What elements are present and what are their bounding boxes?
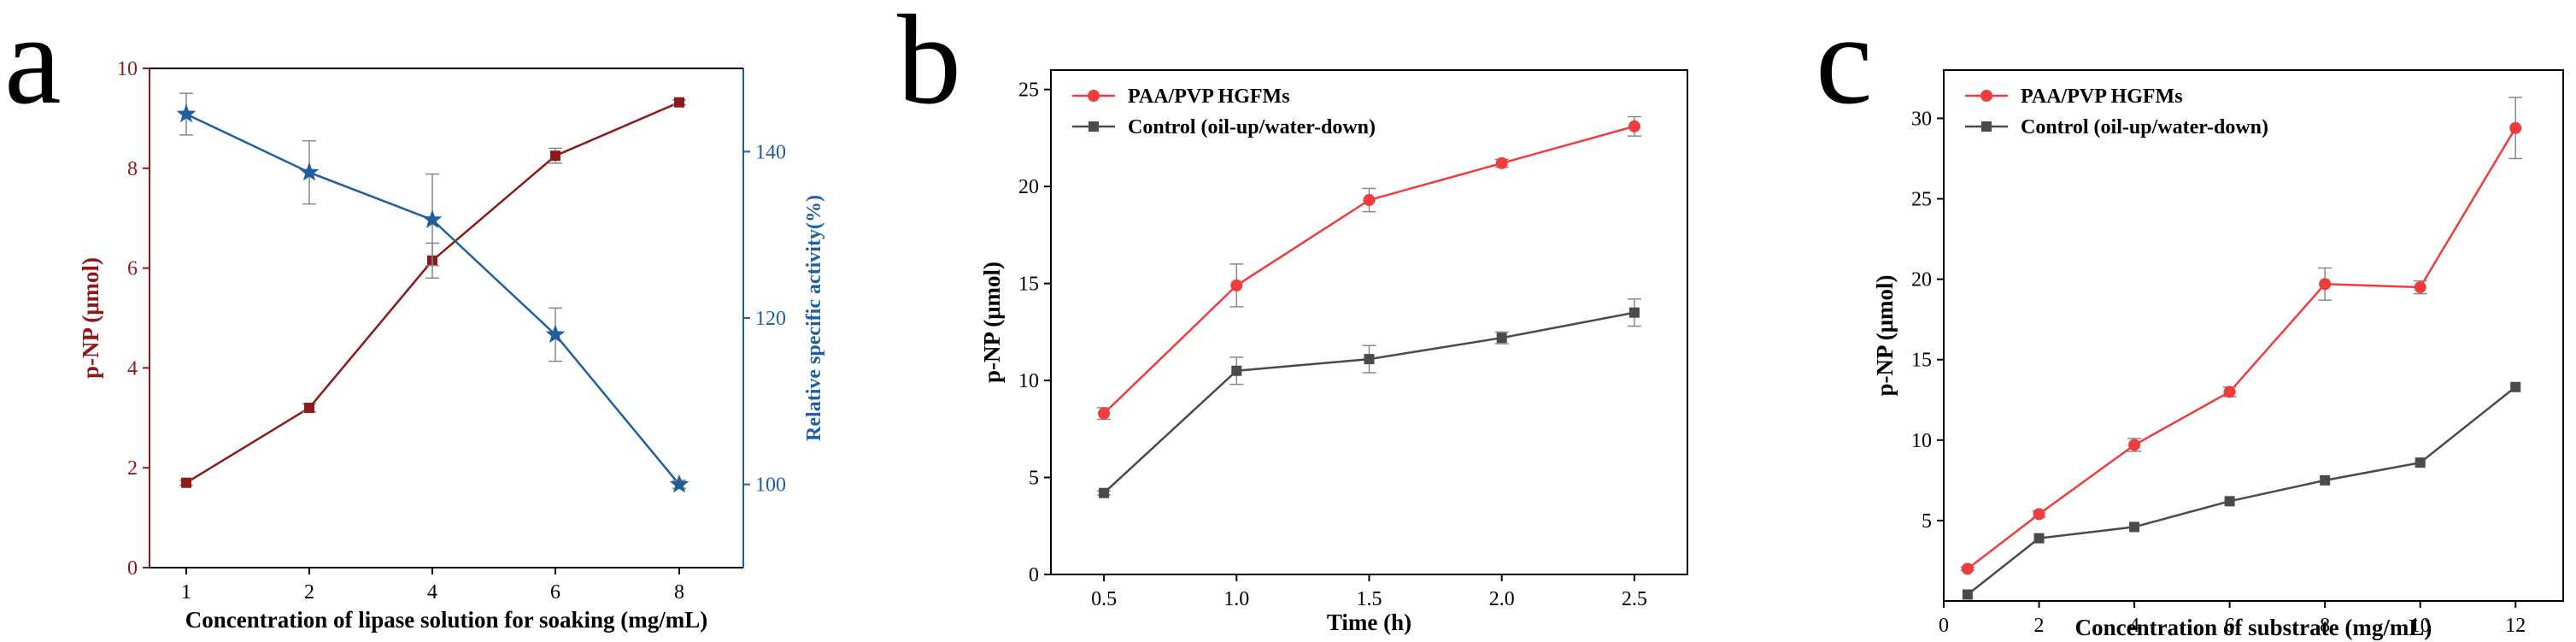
legend-marker <box>1981 121 1992 132</box>
data-point-1 <box>1628 307 1640 318</box>
y-tick-label: 5 <box>1922 510 1932 533</box>
x-tick-label: 8 <box>674 581 684 604</box>
y-axis-label: p-NP (μmol) <box>1872 274 1898 396</box>
y2-tick-label: 140 <box>755 141 786 163</box>
data-point-1 <box>1231 365 1242 376</box>
panel-letter-b: b <box>897 0 961 131</box>
chart-panel-a: 0 2 4 6 8 10 100 120 140 1 2 4 6 8 Concentration of li… <box>78 58 825 633</box>
y-axis-label: p-NP (μmol) <box>979 262 1005 383</box>
x-tick-label: 2.0 <box>1489 588 1515 610</box>
data-point-1 <box>545 324 566 344</box>
data-point-1 <box>2224 496 2235 507</box>
chart-panel-c: 5 10 15 20 25 30 0 2 4 6 8 10 12 Concentration of sub… <box>1872 69 2564 640</box>
legend-label: Control (oil-up/water-down) <box>1128 116 1376 138</box>
data-point-0 <box>304 403 314 414</box>
x-tick-label: 2 <box>304 581 314 604</box>
x-axis-label: Concentration of lipase solution for soa… <box>185 607 708 633</box>
data-point-1 <box>1364 354 1375 365</box>
x-tick-label: 4 <box>427 581 437 604</box>
panel-letter-c: c <box>1816 0 1873 131</box>
y-tick-label: 10 <box>117 58 138 80</box>
data-point-0 <box>2414 281 2426 294</box>
x-tick-label: 10 <box>2410 615 2431 637</box>
data-point-0 <box>2319 278 2332 291</box>
data-point-0 <box>2033 508 2045 521</box>
legend-marker <box>1088 90 1100 102</box>
legend-label: PAA/PVP HGFMs <box>2021 85 2183 108</box>
data-point-1 <box>299 162 320 181</box>
data-point-1 <box>1496 333 1507 344</box>
data-point-1 <box>2415 457 2426 468</box>
data-point-1 <box>422 209 443 228</box>
data-point-0 <box>1628 120 1640 133</box>
data-point-0 <box>1961 562 1974 575</box>
x-tick-label: 4 <box>2129 615 2139 637</box>
y-tick-label: 30 <box>1911 108 1932 130</box>
y2-tick-label: 120 <box>755 308 786 330</box>
y-tick-label: 0 <box>1029 564 1039 586</box>
legend-label: PAA/PVP HGFMs <box>1128 85 1290 108</box>
x-axis-label: Concentration of substrate (mg/mL) <box>2075 615 2432 640</box>
data-point-0 <box>2223 386 2236 398</box>
data-point-0 <box>1098 407 1111 420</box>
data-point-1 <box>1099 487 1110 498</box>
x-tick-label: 0 <box>1939 615 1949 637</box>
panel-letter-a: a <box>4 0 62 131</box>
y-tick-label: 0 <box>127 557 138 580</box>
y-tick-label: 20 <box>1018 176 1039 198</box>
y-tick-label: 5 <box>1029 468 1039 490</box>
data-point-1 <box>669 474 689 493</box>
plot-frame <box>1943 69 2564 602</box>
x-tick-label: 1 <box>181 581 191 604</box>
data-point-1 <box>2033 533 2045 544</box>
data-point-0 <box>550 150 560 162</box>
x-tick-label: 6 <box>550 581 560 604</box>
x-tick-label: 1.5 <box>1357 588 1382 610</box>
y-tick-label: 15 <box>1018 274 1039 296</box>
y2-axis-label: Relative specific activity(%) <box>803 195 825 441</box>
y-tick-label: 2 <box>127 457 138 480</box>
x-axis-label: Time (h) <box>1327 610 1411 635</box>
y-tick-label: 10 <box>1911 430 1932 452</box>
x-tick-label: 2.5 <box>1622 588 1647 610</box>
data-point-1 <box>2510 381 2521 392</box>
y-tick-label: 20 <box>1911 269 1932 292</box>
data-point-0 <box>674 97 684 108</box>
y-tick-label: 15 <box>1911 350 1932 372</box>
y-axis-label: p-NP (μmol) <box>78 257 103 379</box>
data-point-0 <box>2509 121 2522 134</box>
legend-label: Control (oil-up/water-down) <box>2021 116 2268 138</box>
data-point-0 <box>1495 156 1508 169</box>
x-tick-label: 1.0 <box>1223 588 1249 610</box>
y-tick-label: 4 <box>127 357 138 380</box>
legend-marker <box>1980 90 1992 102</box>
x-tick-label: 0.5 <box>1091 588 1117 610</box>
data-point-0 <box>1363 194 1376 207</box>
x-tick-label: 2 <box>2034 615 2045 637</box>
data-point-1 <box>2129 521 2140 533</box>
data-point-1 <box>1962 589 1973 600</box>
x-tick-label: 8 <box>2320 615 2330 637</box>
x-tick-label: 6 <box>2225 615 2235 637</box>
y-tick-label: 25 <box>1018 80 1039 102</box>
y-tick-label: 25 <box>1911 189 1932 211</box>
y-tick-label: 8 <box>127 158 138 180</box>
data-point-0 <box>2128 439 2141 451</box>
data-point-0 <box>181 477 191 488</box>
y2-tick-label: 100 <box>755 474 786 497</box>
data-point-1 <box>176 103 197 123</box>
y-tick-label: 10 <box>1018 370 1039 392</box>
legend-marker <box>1088 121 1099 132</box>
x-tick-label: 12 <box>2505 615 2526 637</box>
data-point-1 <box>2320 474 2331 486</box>
y-tick-label: 6 <box>127 258 138 280</box>
chart-panel-b: 0 5 10 15 20 25 0.5 1.0 1.5 2.0 2.5 Time (h) p-NP (μ… <box>979 69 1688 635</box>
data-point-0 <box>1230 279 1243 292</box>
